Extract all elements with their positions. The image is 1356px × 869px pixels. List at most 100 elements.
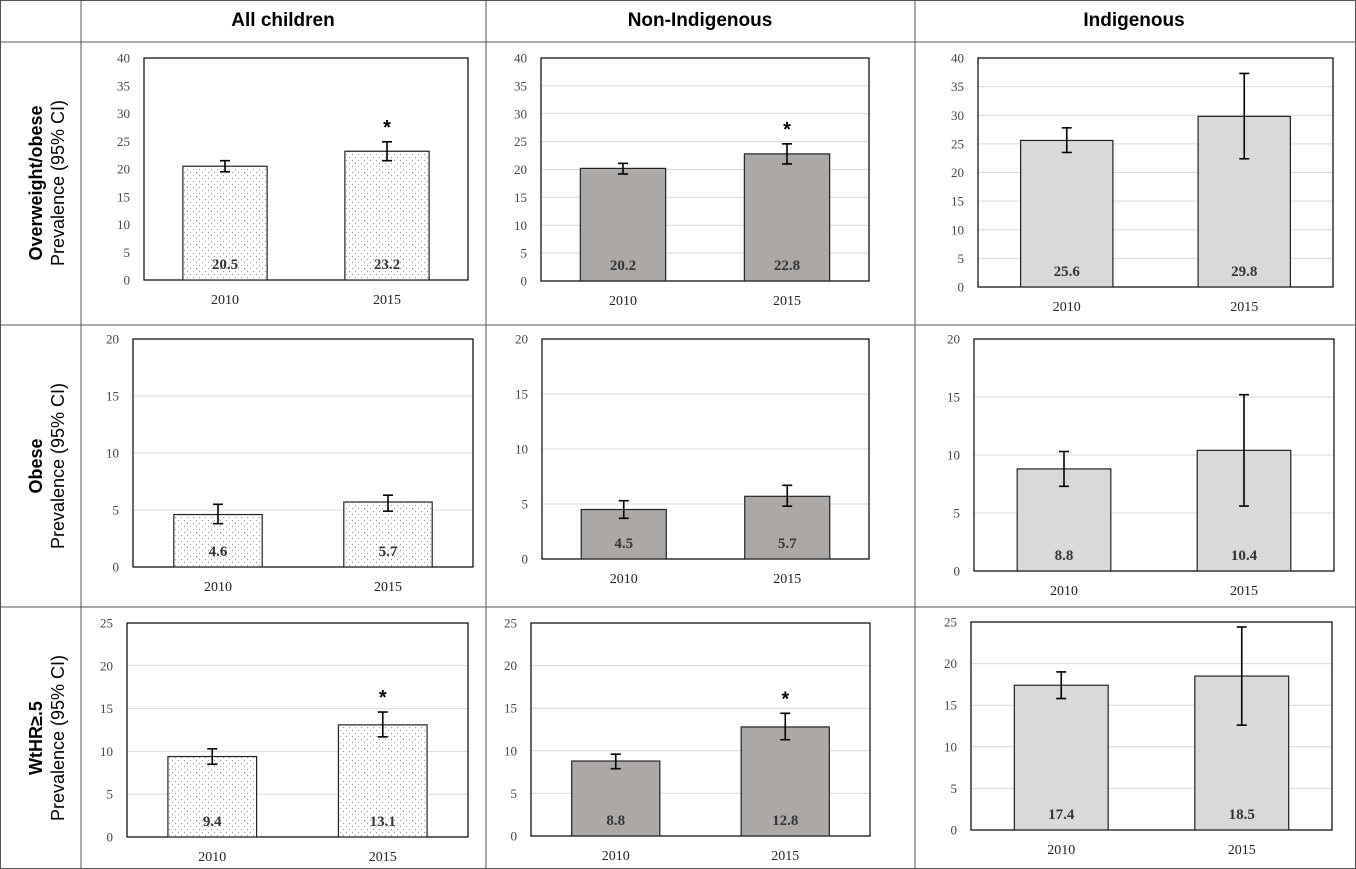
- significance-marker: *: [383, 117, 391, 139]
- x-tick-label: 2015: [771, 849, 799, 864]
- x-tick-label: 2015: [773, 294, 801, 309]
- x-tick-label: 2015: [373, 293, 401, 308]
- bar: [344, 150, 430, 281]
- row-label-overweight-obese-sub: Prevalence (95% CI): [48, 100, 68, 266]
- y-tick-label: 10: [514, 218, 527, 233]
- data-label: 4.6: [209, 544, 228, 560]
- plot-frame: [970, 621, 1333, 831]
- y-tick-label: 15: [944, 698, 957, 713]
- y-tick-label: 25: [100, 616, 113, 631]
- plot-frame: [973, 338, 1335, 572]
- data-label: 8.8: [606, 813, 625, 829]
- x-tick-label: 2010: [198, 850, 226, 865]
- y-tick-label: 15: [106, 389, 119, 404]
- data-label: 8.8: [1055, 548, 1074, 564]
- plot-frame: [132, 338, 474, 568]
- y-tick-label: 15: [100, 701, 113, 716]
- x-tick-label: 2015: [1228, 843, 1256, 858]
- x-tick-label: 2010: [1047, 843, 1075, 858]
- y-tick-label: 20: [504, 658, 517, 673]
- y-tick-label: 15: [947, 390, 960, 405]
- y-tick-label: 40: [951, 51, 964, 66]
- plot-frame: [977, 57, 1334, 288]
- y-tick-label: 10: [947, 448, 960, 463]
- x-tick-label: 2010: [204, 580, 232, 595]
- x-tick-label: 2010: [602, 849, 630, 864]
- chart-panel: 0 5 10 15 20 4.6 2010 5.7 2015: [106, 332, 474, 595]
- y-tick-label: 0: [954, 564, 961, 579]
- y-tick-label: 5: [124, 245, 131, 260]
- x-tick-label: 2010: [211, 293, 239, 308]
- plot-frame: [530, 622, 871, 837]
- y-tick-label: 15: [117, 189, 130, 204]
- data-label: 20.2: [610, 258, 636, 274]
- bar: [571, 760, 661, 837]
- chart-panel: 0 5 10 15 20 8.8 2010 10.4 2015: [947, 332, 1335, 599]
- y-tick-label: 10: [944, 739, 957, 754]
- y-tick-label: 20: [951, 165, 964, 180]
- y-tick-label: 10: [951, 222, 964, 237]
- column-header-indigenous: Indigenous: [1083, 10, 1184, 31]
- y-tick-label: 20: [514, 162, 527, 177]
- data-label: 12.8: [772, 813, 798, 829]
- y-tick-label: 5: [113, 503, 120, 518]
- y-tick-label: 35: [514, 78, 527, 93]
- x-tick-label: 2010: [610, 572, 638, 587]
- x-tick-label: 2010: [1050, 584, 1078, 599]
- y-tick-label: 30: [951, 108, 964, 123]
- x-tick-label: 2015: [773, 572, 801, 587]
- charts-layer: 051015202530354020.5201023.2*20150510152…: [100, 51, 1335, 865]
- bar: [744, 495, 831, 560]
- y-tick-label: 15: [504, 701, 517, 716]
- y-tick-label: 0: [522, 552, 529, 567]
- plot-frame: [126, 622, 469, 838]
- y-tick-label: 5: [958, 251, 965, 266]
- chart-panel: 0 5 10 15 20 25 30 35 40 25.6 2010 29.8 2015: [951, 51, 1334, 315]
- chart-panel: 0 5 10 15 20 25 9.4 2010 13.1 * 2015: [100, 616, 469, 865]
- y-tick-label: 25: [951, 136, 964, 151]
- y-tick-label: 20: [100, 658, 113, 673]
- bar: [743, 153, 831, 282]
- bar: [580, 508, 667, 560]
- y-tick-label: 40: [117, 51, 130, 66]
- data-label: 17.4: [1048, 807, 1075, 823]
- y-tick-label: 5: [954, 506, 961, 521]
- data-label: 18.5: [1229, 807, 1255, 823]
- y-tick-label: 10: [100, 744, 113, 759]
- row-label-obese-sub: Prevalence (95% CI): [48, 383, 68, 549]
- chart-panel: 0 5 10 15 20 25 17.4 2010 18.5 2015: [944, 615, 1333, 858]
- data-label: 23.2: [374, 257, 400, 273]
- y-tick-label: 0: [124, 273, 131, 288]
- y-tick-label: 10: [106, 446, 119, 461]
- y-tick-label: 25: [944, 615, 957, 630]
- y-tick-label: 25: [514, 134, 527, 149]
- plot-frame: [143, 57, 469, 281]
- data-label: 22.8: [774, 258, 800, 274]
- data-label: 29.8: [1231, 264, 1257, 280]
- column-header-non-indigenous: Non-Indigenous: [628, 10, 773, 31]
- row-label-wthr-sub: Prevalence (95% CI): [48, 655, 68, 821]
- row-label-overweight-obese: Overweight/obese: [26, 105, 46, 260]
- data-label: 4.5: [614, 536, 633, 552]
- y-tick-label: 35: [951, 79, 964, 94]
- plot-frame: [540, 57, 870, 282]
- y-tick-label: 0: [958, 280, 965, 295]
- y-tick-label: 5: [107, 787, 114, 802]
- x-tick-label: 2015: [374, 580, 402, 595]
- y-tick-label: 35: [117, 78, 130, 93]
- y-tick-label: 0: [113, 560, 120, 575]
- x-tick-label: 2015: [1230, 584, 1258, 599]
- y-tick-label: 40: [514, 51, 527, 66]
- chart-panel: 0 5 10 15 20 25 30 35 40 20.2 2010 22.8 * 2015: [514, 51, 870, 309]
- x-tick-label: 2010: [1053, 300, 1081, 315]
- significance-marker: *: [379, 687, 387, 709]
- y-tick-label: 5: [951, 781, 958, 796]
- y-tick-label: 15: [515, 387, 528, 402]
- y-tick-label: 25: [504, 616, 517, 631]
- y-tick-label: 5: [511, 786, 518, 801]
- data-label: 13.1: [370, 814, 396, 830]
- bar: [579, 167, 667, 282]
- bar: [167, 755, 258, 838]
- plot-frame: [541, 338, 870, 560]
